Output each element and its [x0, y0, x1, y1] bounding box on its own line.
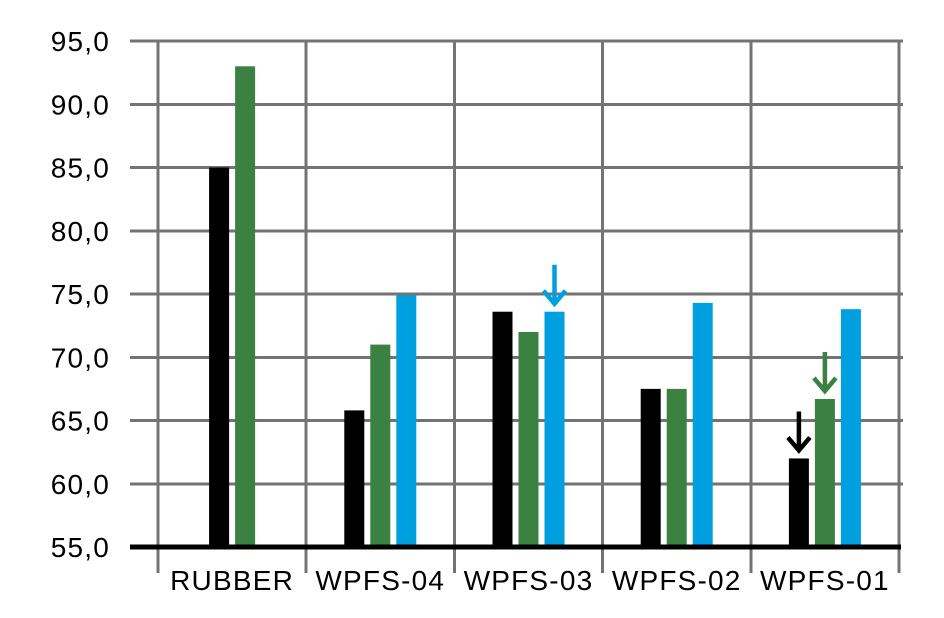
bar-blue-wpfs-03: [544, 311, 565, 547]
y-axis-label: 70,0: [51, 342, 110, 373]
y-axis-label: 85,0: [51, 153, 110, 184]
y-axis-label: 55,0: [51, 532, 110, 563]
bar-blue-wpfs-02: [692, 302, 713, 547]
x-axis-label: RUBBER: [170, 565, 294, 596]
bar-green-wpfs-03: [518, 331, 539, 547]
y-axis-label: 80,0: [51, 216, 110, 247]
down-arrow-icon-black-wpfs-01: [786, 411, 812, 454]
y-axis-label: 90,0: [51, 89, 110, 120]
bar-black-wpfs-03: [492, 311, 513, 547]
bar-blue-wpfs-04: [396, 295, 417, 547]
x-axis-label: WPFS-04: [315, 565, 445, 596]
bar-green-wpfs-02: [666, 388, 687, 547]
bar-green-wpfs-01: [814, 398, 835, 547]
bar-black-wpfs-02: [640, 388, 661, 547]
y-axis-label: 95,0: [51, 26, 110, 57]
y-axis-label: 60,0: [51, 469, 110, 500]
x-axis-label: WPFS-01: [760, 565, 890, 596]
bar-green-rubber: [235, 66, 256, 548]
y-axis-label: 75,0: [51, 279, 110, 310]
down-arrow-icon-blue-wpfs-03: [541, 264, 568, 308]
x-axis-label: WPFS-02: [612, 565, 742, 596]
bar-black-wpfs-01: [788, 458, 809, 547]
bar-blue-wpfs-01: [840, 309, 861, 547]
down-arrow-icon-green-wpfs-01: [812, 351, 838, 395]
y-axis-label: 65,0: [51, 406, 110, 437]
bar-black-wpfs-04: [344, 410, 365, 547]
bar-black-rubber: [209, 167, 230, 547]
x-axis-label: WPFS-03: [464, 565, 594, 596]
bar-green-wpfs-04: [370, 344, 391, 547]
